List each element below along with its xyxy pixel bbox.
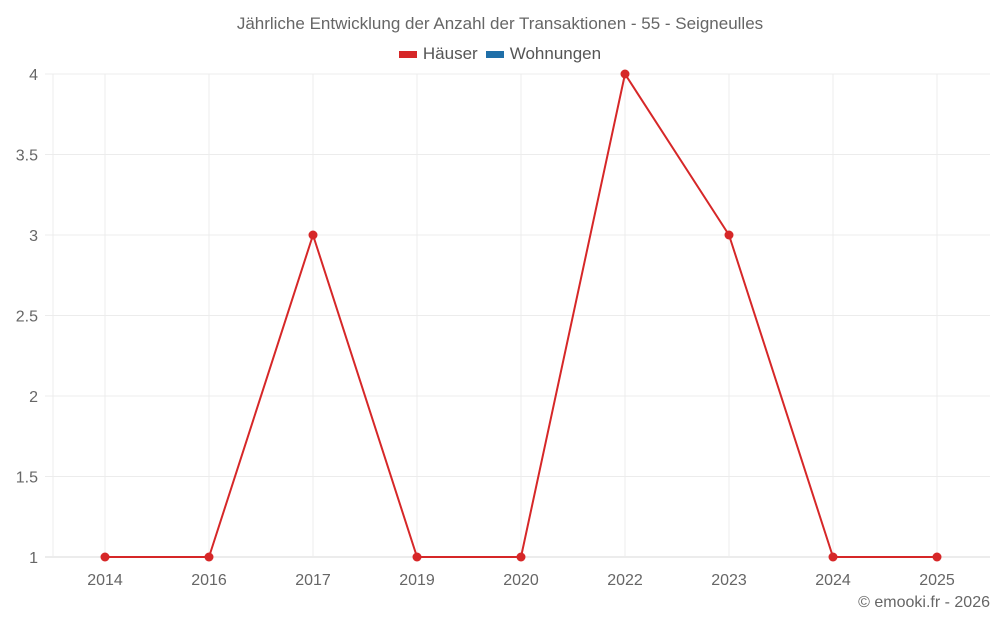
data-point [724, 230, 734, 240]
x-tick-label: 2019 [399, 572, 435, 589]
x-tick-label: 2025 [919, 572, 955, 589]
legend: Häuser Wohnungen [0, 44, 1000, 64]
y-tick-label: 3 [29, 228, 38, 245]
legend-item-wohnungen[interactable]: Wohnungen [485, 44, 602, 64]
y-tick-label: 2 [29, 389, 38, 406]
credit-text: © emooki.fr - 2026 [858, 594, 990, 611]
x-tick-label: 2017 [295, 572, 331, 589]
x-tick-label: 2020 [503, 572, 539, 589]
legend-label-haeuser: Häuser [422, 44, 478, 63]
legend-label-wohnungen: Wohnungen [509, 44, 602, 63]
x-tick-label: 2024 [815, 572, 851, 589]
chart-title: Jährliche Entwicklung der Anzahl der Tra… [236, 14, 764, 33]
grid-lines [45, 73, 990, 558]
x-tick-label: 2023 [711, 572, 747, 589]
x-tick-label: 2022 [607, 572, 643, 589]
data-point [204, 552, 214, 562]
data-point [100, 552, 110, 562]
y-tick-label: 4 [29, 67, 38, 84]
y-axis: 1 1.5 2 2.5 3 3.5 4 [16, 67, 38, 567]
data-point [516, 552, 526, 562]
legend-swatch-wohnungen [485, 50, 504, 58]
y-tick-label: 2.5 [16, 309, 38, 326]
x-tick-label: 2016 [191, 572, 227, 589]
y-tick-label: 1.5 [16, 470, 38, 487]
data-point [828, 552, 838, 562]
data-point [932, 552, 942, 562]
x-tick-label: 2014 [87, 572, 123, 589]
legend-swatch-haeuser [398, 50, 417, 58]
data-point [412, 552, 422, 562]
x-axis: 2014 2016 2017 2019 2020 2022 2023 2024 2025 [87, 572, 955, 589]
data-point [620, 69, 630, 79]
y-tick-label: 1 [29, 550, 38, 567]
series-haeuser [100, 69, 942, 562]
legend-item-haeuser[interactable]: Häuser [398, 44, 478, 64]
data-point [308, 230, 318, 240]
y-tick-label: 3.5 [16, 148, 38, 165]
